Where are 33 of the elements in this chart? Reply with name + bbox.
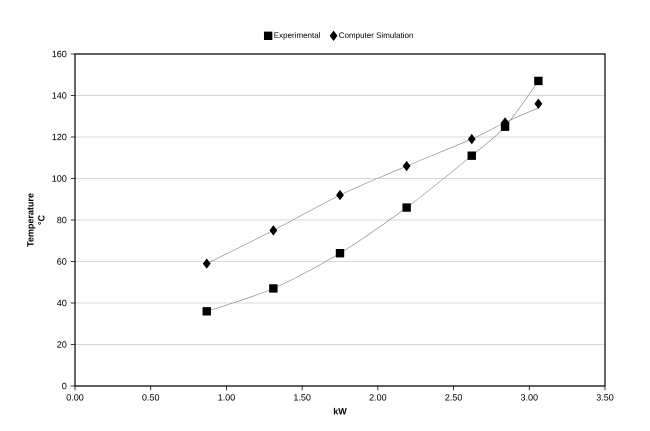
- x-tick-label: 1.50: [294, 394, 311, 401]
- x-tick-label: 2.50: [445, 394, 462, 401]
- point: [336, 249, 344, 258]
- point: [202, 258, 210, 268]
- x-tick-label: 2.00: [370, 394, 386, 401]
- y-tick-label: 100: [52, 175, 66, 182]
- y-axis-title: Temperature °C: [27, 193, 45, 247]
- x-tick-label: 0.50: [142, 394, 160, 401]
- point: [468, 134, 476, 144]
- legend-label: Computer Simulation: [339, 32, 413, 40]
- point: [202, 307, 211, 316]
- point: [468, 151, 476, 160]
- x-tick-label: 3.50: [596, 394, 614, 401]
- point: [402, 161, 410, 171]
- y-tick-label: 120: [52, 134, 66, 140]
- y-tick-label: 140: [52, 92, 66, 99]
- legend-label: Experimental: [274, 32, 320, 40]
- x-tick-label: 0.00: [66, 394, 84, 401]
- y-tick-label: 40: [56, 300, 66, 306]
- x-tick-label: 1.00: [218, 394, 235, 401]
- point: [402, 203, 411, 212]
- y-tick-label: 160: [52, 50, 66, 58]
- point: [270, 226, 278, 236]
- x-axis-title: kW: [334, 408, 347, 414]
- y-tick-label: 80: [57, 216, 66, 224]
- point: [534, 99, 542, 109]
- x-tick-label: 3.00: [520, 394, 538, 401]
- point: [336, 190, 344, 200]
- y-tick-label: 0: [62, 382, 66, 390]
- y-tick-label: 20: [57, 341, 66, 348]
- y-tick-label: 60: [57, 258, 66, 265]
- point: [534, 76, 543, 86]
- point: [269, 284, 278, 293]
